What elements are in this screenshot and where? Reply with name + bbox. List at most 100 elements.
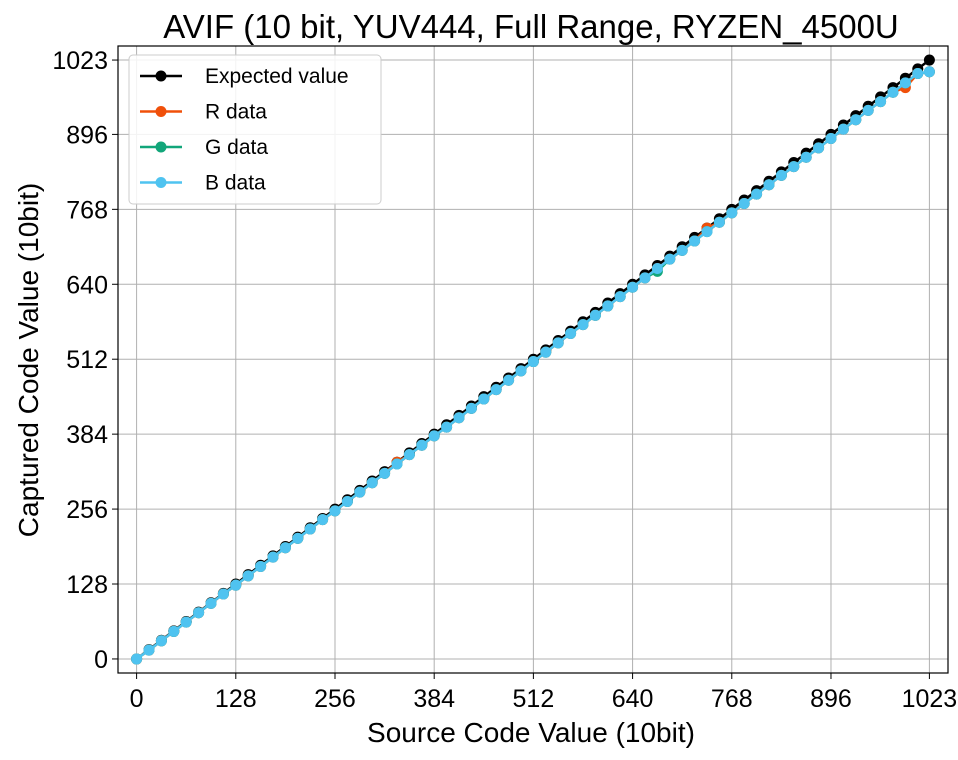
data-point — [242, 570, 254, 582]
x-tick-label: 0 — [130, 685, 144, 713]
data-point — [565, 327, 577, 339]
legend-marker — [155, 177, 167, 188]
data-point — [923, 66, 935, 78]
data-point — [279, 542, 291, 554]
data-point — [205, 597, 217, 609]
data-point — [441, 421, 453, 433]
data-point — [490, 384, 502, 396]
data-point — [304, 523, 316, 535]
legend-item: G data — [140, 136, 268, 159]
data-point — [416, 439, 428, 451]
data-point — [689, 235, 701, 247]
data-point — [379, 467, 391, 479]
data-point — [825, 132, 837, 144]
data-point — [403, 449, 415, 461]
data-point — [143, 644, 155, 656]
data-point — [800, 151, 812, 163]
data-point — [923, 54, 935, 66]
data-point — [217, 588, 229, 600]
x-tick-label: 768 — [711, 685, 753, 713]
data-point — [193, 607, 205, 619]
data-point — [540, 346, 552, 358]
legend-box — [128, 54, 382, 205]
legend-label: Expected value — [205, 65, 349, 88]
data-point — [627, 281, 639, 293]
y-tick-label: 768 — [66, 196, 108, 224]
data-point — [329, 505, 341, 517]
data-point — [651, 262, 663, 274]
legend-marker — [155, 106, 167, 117]
legend-item: Expected value — [140, 65, 349, 88]
data-point — [763, 179, 775, 191]
x-tick-label: 1023 — [902, 685, 958, 713]
data-point — [267, 551, 279, 563]
data-point — [788, 161, 800, 173]
legend: Expected value R data G data B data — [128, 54, 382, 205]
legend-label: B data — [205, 172, 266, 195]
data-point — [887, 86, 899, 98]
x-axis-ticks: 0 128 256 384 512 640 768 896 1023 — [130, 673, 958, 713]
data-point — [527, 356, 539, 368]
series-b-data — [131, 66, 935, 665]
data-point — [465, 402, 477, 414]
data-point — [589, 309, 601, 321]
data-point — [664, 253, 676, 265]
x-tick-label: 640 — [612, 685, 654, 713]
data-point — [713, 216, 725, 228]
data-point — [738, 197, 750, 209]
data-point — [131, 653, 143, 665]
data-point — [701, 226, 713, 238]
data-point — [341, 495, 353, 507]
chart-title: AVIF (10 bit, YUV444, Full Range, RYZEN_… — [163, 8, 899, 45]
data-point — [453, 412, 465, 424]
legend-item: R data — [140, 101, 267, 124]
data-point — [155, 635, 167, 647]
data-point — [899, 77, 911, 89]
data-point — [850, 114, 862, 126]
y-tick-label: 640 — [66, 271, 108, 299]
data-point — [168, 625, 180, 637]
data-point — [614, 291, 626, 303]
data-point — [428, 430, 440, 442]
x-tick-label: 128 — [215, 685, 257, 713]
y-tick-label: 128 — [66, 571, 108, 599]
data-point — [391, 458, 403, 470]
x-tick-label: 896 — [810, 685, 852, 713]
y-axis-label: Captured Code Value (10bit) — [13, 183, 44, 537]
x-tick-label: 384 — [413, 685, 455, 713]
data-point — [862, 104, 874, 116]
data-point — [602, 300, 614, 312]
plot-series — [131, 54, 935, 665]
data-point — [354, 486, 366, 498]
data-point — [577, 319, 589, 331]
y-tick-label: 0 — [94, 646, 108, 674]
data-point — [639, 272, 651, 284]
x-axis-label: Source Code Value (10bit) — [367, 717, 695, 748]
legend-marker — [155, 70, 167, 82]
y-tick-label: 256 — [66, 496, 108, 524]
y-tick-label: 1023 — [52, 47, 108, 75]
y-tick-label: 384 — [66, 421, 108, 449]
data-point — [503, 374, 515, 386]
data-point — [837, 123, 849, 135]
data-point — [912, 68, 924, 80]
legend-item: B data — [140, 172, 266, 195]
data-point — [317, 514, 329, 526]
data-point — [875, 96, 887, 108]
y-tick-label: 512 — [66, 346, 108, 374]
data-point — [813, 142, 825, 154]
x-tick-label: 256 — [314, 685, 356, 713]
x-tick-label: 512 — [513, 685, 555, 713]
data-point — [230, 579, 242, 591]
legend-label: R data — [205, 101, 267, 124]
data-point — [255, 560, 267, 572]
y-tick-label: 896 — [66, 121, 108, 149]
data-point — [180, 616, 192, 628]
data-point — [515, 365, 527, 377]
data-point — [292, 532, 304, 544]
data-point — [366, 477, 378, 489]
y-axis-ticks: 0 128 256 384 512 640 768 896 1023 — [52, 47, 118, 674]
data-point — [478, 393, 490, 405]
data-point — [726, 207, 738, 219]
